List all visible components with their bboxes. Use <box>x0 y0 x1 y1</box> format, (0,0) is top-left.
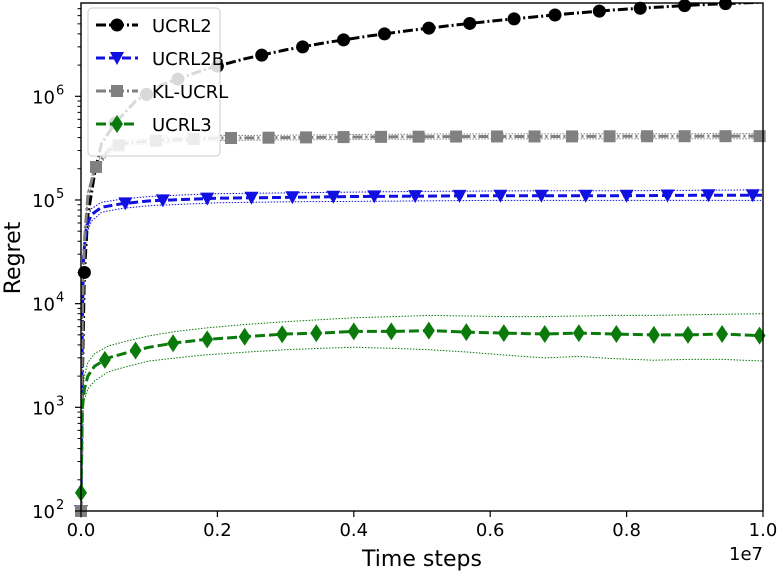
marker-ucrl2 <box>422 21 436 35</box>
marker-ucrl2 <box>255 48 269 62</box>
marker-ucrl3 <box>460 323 473 342</box>
marker-ucrl3 <box>572 324 585 343</box>
marker-ucrl2 <box>548 8 562 22</box>
marker-ucrl2b <box>285 191 300 205</box>
marker-kl-ucrl <box>90 160 103 173</box>
band-hi-ucrl2b <box>81 189 763 511</box>
marker-ucrl3 <box>238 327 251 346</box>
marker-ucrl2b <box>200 192 215 206</box>
marker-ucrl2b <box>493 189 508 203</box>
legend-box <box>87 7 221 157</box>
legend-label-kl-ucrl: KL-UCRL <box>152 82 228 103</box>
x-tick-label: 0.8 <box>612 520 641 541</box>
marker-kl-ucrl <box>753 130 766 143</box>
marker-kl-ucrl <box>603 130 616 143</box>
marker-kl-ucrl <box>528 130 541 143</box>
marker-ucrl2b <box>408 190 423 204</box>
marker-ucrl3 <box>716 324 729 343</box>
legend-label-ucrl2b: UCRL2B <box>152 49 224 70</box>
marker-ucrl3 <box>538 324 551 343</box>
x-axis-ticks: 0.0 0.2 0.4 0.6 0.8 1.0 <box>67 511 778 541</box>
y-tick-exponent: 2 <box>56 498 64 513</box>
marker-kl-ucrl <box>375 130 388 143</box>
marker-ucrl2b <box>701 189 716 203</box>
x-axis-label: Time steps <box>361 547 482 572</box>
plot-frame <box>80 2 764 512</box>
marker-ucrl3 <box>681 325 694 344</box>
y-tick-label: 10 <box>32 502 55 523</box>
marker-ucrl2b <box>619 189 634 203</box>
marker-kl-ucrl <box>337 131 350 144</box>
legend-marker-kl-ucrl <box>111 85 123 97</box>
marker-ucrl2b <box>578 189 593 203</box>
x-tick-label: 0.2 <box>203 520 232 541</box>
y-tick-exponent: 5 <box>56 187 64 202</box>
marker-kl-ucrl <box>300 131 313 144</box>
marker-ucrl3 <box>422 321 435 340</box>
y-tick-label: 10 <box>32 191 55 212</box>
marker-ucrl3 <box>347 322 360 341</box>
marker-ucrl2 <box>296 40 310 54</box>
y-tick-exponent: 3 <box>56 394 64 409</box>
legend-marker-ucrl3 <box>111 115 123 133</box>
marker-ucrl3 <box>129 341 142 360</box>
marker-ucrl2 <box>337 33 351 47</box>
marker-ucrl3 <box>201 330 214 349</box>
marker-ucrl3 <box>610 325 623 344</box>
legend-label-ucrl3: UCRL3 <box>152 115 212 136</box>
legend-label-ucrl2: UCRL2 <box>152 16 212 37</box>
marker-kl-ucrl <box>225 132 238 145</box>
marker-ucrl2 <box>507 12 521 26</box>
marker-kl-ucrl <box>719 130 732 143</box>
marker-ucrl2 <box>592 4 606 18</box>
marker-ucrl3 <box>167 334 180 353</box>
marker-ucrl2b <box>155 194 170 208</box>
marker-kl-ucrl <box>412 130 425 143</box>
marker-ucrl2b <box>534 189 549 203</box>
marker-ucrl2b <box>745 189 760 203</box>
marker-ucrl3 <box>276 325 289 344</box>
marker-ucrl3 <box>385 322 398 341</box>
y-tick-exponent: 4 <box>56 291 64 306</box>
marker-kl-ucrl <box>491 130 504 143</box>
y-tick-label: 10 <box>32 398 55 419</box>
y-tick-exponent: 6 <box>56 83 64 98</box>
band-lo-ucrl3 <box>81 346 763 493</box>
x-tick-label: 0.0 <box>67 520 96 541</box>
marker-ucrl2b <box>326 190 341 204</box>
marker-ucrl2 <box>463 16 477 30</box>
marker-ucrl2 <box>377 27 391 41</box>
y-axis-label: Regret <box>1 221 26 294</box>
y-tick-label: 10 <box>32 295 55 316</box>
marker-ucrl2b <box>118 197 133 211</box>
marker-kl-ucrl <box>450 130 463 143</box>
marker-ucrl2b <box>367 190 382 204</box>
band-hi-ucrl3 <box>81 313 763 493</box>
x-tick-label: 0.6 <box>476 520 505 541</box>
marker-ucrl3 <box>497 324 510 343</box>
legend-marker-ucrl2b <box>110 52 124 65</box>
marker-kl-ucrl <box>678 130 691 143</box>
marker-kl-ucrl <box>641 130 654 143</box>
x-offset-label: 1e7 <box>729 544 763 565</box>
marker-ucrl3 <box>647 325 660 344</box>
marker-ucrl2b <box>452 189 467 203</box>
marker-kl-ucrl <box>262 131 275 144</box>
marker-ucrl2b <box>244 191 259 205</box>
marker-ucrl3 <box>98 350 111 369</box>
legend-marker-ucrl2 <box>110 18 124 32</box>
legend: UCRL2 UCRL2B KL-UCRL UCRL3 <box>87 7 228 157</box>
marker-ucrl2 <box>633 1 647 15</box>
marker-ucrl2b <box>660 189 675 203</box>
marker-kl-ucrl <box>566 130 579 143</box>
x-tick-label: 0.4 <box>339 520 368 541</box>
y-tick-label: 10 <box>32 87 55 108</box>
x-tick-label: 1.0 <box>749 520 778 541</box>
marker-ucrl3 <box>310 324 323 343</box>
